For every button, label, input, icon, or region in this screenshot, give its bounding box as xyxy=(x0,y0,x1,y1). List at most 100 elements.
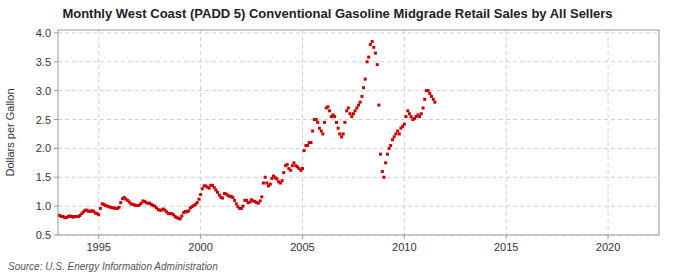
point xyxy=(410,115,413,118)
tick-label-x: 2015 xyxy=(494,241,518,253)
point xyxy=(379,153,382,156)
tick-x xyxy=(506,235,507,239)
point xyxy=(355,106,358,109)
point xyxy=(99,207,102,210)
chart: 1995200020052010201520200.51.01.52.02.53… xyxy=(0,0,675,275)
grid-line-y xyxy=(58,177,659,178)
point xyxy=(180,214,183,217)
grid-line-y xyxy=(58,206,659,207)
point xyxy=(382,176,385,179)
point xyxy=(326,105,329,108)
point xyxy=(233,199,236,202)
point xyxy=(376,63,379,66)
tick-label-x: 2000 xyxy=(188,241,212,253)
point xyxy=(292,161,295,164)
grid-line-x xyxy=(200,30,201,235)
point xyxy=(342,132,345,135)
point xyxy=(199,193,202,196)
point xyxy=(359,101,362,104)
tick-x xyxy=(302,235,303,239)
tick-label-y: 1.5 xyxy=(36,171,51,183)
point xyxy=(354,109,357,112)
point xyxy=(350,115,353,118)
grid-line-y xyxy=(58,119,659,120)
point xyxy=(369,43,372,46)
point xyxy=(428,92,431,95)
tick-label-x: 2005 xyxy=(290,241,314,253)
point xyxy=(366,60,369,63)
tick-y xyxy=(54,206,58,207)
point xyxy=(364,78,367,81)
grid-line-x xyxy=(302,30,303,235)
grid xyxy=(58,30,659,235)
point xyxy=(303,149,306,152)
point xyxy=(371,40,374,43)
point xyxy=(231,196,234,199)
point xyxy=(235,202,238,205)
tick-label-y: 1.0 xyxy=(36,200,51,212)
point xyxy=(310,141,313,144)
point xyxy=(196,201,199,204)
annotation: Source: U.S. Energy Information Administ… xyxy=(8,261,218,272)
point xyxy=(367,56,370,59)
grid-line-x xyxy=(404,30,405,235)
point xyxy=(118,206,121,209)
point xyxy=(264,176,267,179)
point xyxy=(360,95,363,98)
point xyxy=(372,46,375,49)
tick-y xyxy=(54,61,58,62)
y-axis-label: Dollars per Gallon xyxy=(4,88,16,176)
point xyxy=(221,197,224,200)
point xyxy=(323,121,326,124)
point xyxy=(335,121,338,124)
tick-label-y: 0.5 xyxy=(36,229,51,241)
point xyxy=(388,147,391,150)
point xyxy=(391,138,394,141)
grid-line-y xyxy=(58,148,659,149)
point xyxy=(348,112,351,115)
point xyxy=(289,169,292,172)
tick-x xyxy=(608,235,609,239)
point xyxy=(281,179,284,182)
grid-line-y xyxy=(58,90,659,91)
point xyxy=(422,106,425,109)
plot-frame xyxy=(58,30,659,235)
grid-line-x xyxy=(506,30,507,235)
point xyxy=(97,213,100,216)
point xyxy=(291,164,294,167)
point xyxy=(418,115,421,118)
point xyxy=(282,171,285,174)
point xyxy=(265,182,268,185)
point xyxy=(201,187,204,190)
point xyxy=(340,135,343,138)
point xyxy=(430,95,433,98)
point xyxy=(347,106,350,109)
point xyxy=(393,135,396,138)
point xyxy=(119,201,122,204)
point xyxy=(345,109,348,112)
point xyxy=(320,130,323,133)
point xyxy=(394,132,397,135)
point xyxy=(259,199,262,202)
point xyxy=(362,86,365,89)
point xyxy=(406,109,409,112)
point xyxy=(433,101,436,104)
tick-label-y: 2.5 xyxy=(36,114,51,126)
point xyxy=(276,177,279,180)
point xyxy=(403,123,406,126)
point xyxy=(420,112,423,115)
point xyxy=(318,127,321,130)
tick-y xyxy=(54,148,58,149)
tick-label-y: 4.0 xyxy=(36,27,51,39)
point xyxy=(216,191,219,194)
point xyxy=(187,209,190,212)
point xyxy=(338,132,341,135)
tick-y xyxy=(54,119,58,120)
tick-x xyxy=(200,235,201,239)
point xyxy=(357,104,360,107)
point xyxy=(384,161,387,164)
point xyxy=(427,89,430,92)
tick-x xyxy=(404,235,405,239)
tick-x xyxy=(98,235,99,239)
point xyxy=(286,163,289,166)
